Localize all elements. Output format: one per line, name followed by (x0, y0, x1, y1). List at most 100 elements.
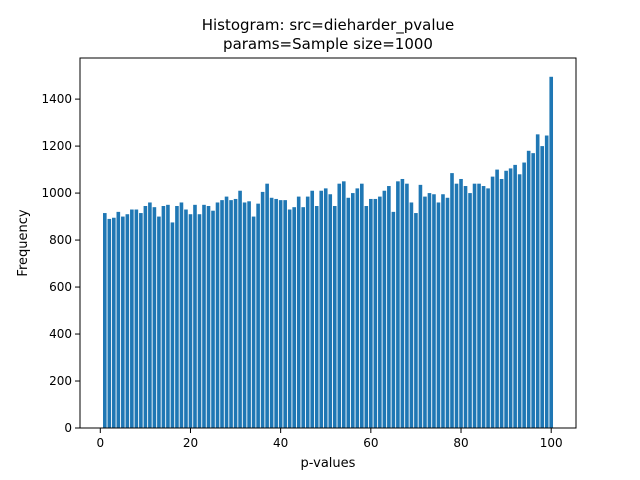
histogram-bar (184, 209, 188, 428)
plot-frame (79, 57, 577, 429)
histogram-bar (224, 196, 229, 428)
histogram-bar (238, 190, 242, 428)
histogram-bar (499, 178, 504, 428)
histogram-bar (197, 214, 202, 428)
histogram-bar (130, 209, 134, 428)
histogram-bar (522, 162, 526, 429)
histogram-bar (143, 206, 148, 428)
histogram-bar (296, 196, 301, 428)
histogram-bar (481, 186, 486, 428)
histogram-bar (148, 202, 152, 428)
histogram-bar (369, 198, 373, 428)
histogram-bar (373, 198, 378, 428)
chart-title-line2: params=Sample size=1000 (223, 35, 433, 53)
histogram-bar (206, 206, 211, 428)
x-tick-label: 80 (453, 436, 468, 450)
y-axis-ticks: 0 200 400 600 800 1000 1200 1400 (41, 92, 80, 435)
histogram-bar (310, 190, 315, 428)
histogram-bar (112, 217, 116, 428)
histogram-bar (202, 204, 206, 428)
histogram-bar (251, 216, 256, 428)
histogram-bar (116, 211, 121, 428)
bar-series (103, 76, 554, 429)
y-axis-label: Frequency (16, 209, 31, 276)
histogram-bar (215, 202, 220, 428)
histogram-bar (387, 186, 391, 428)
y-tick-label: 0 (64, 421, 72, 435)
histogram-bar (454, 183, 459, 428)
y-tick-label: 1400 (41, 92, 72, 106)
x-tick-label: 0 (96, 436, 104, 450)
histogram-bar (396, 181, 400, 428)
histogram-bar (139, 213, 143, 428)
histogram-bar (278, 200, 283, 428)
histogram-bar (418, 184, 423, 428)
histogram-bar (517, 174, 522, 428)
histogram-bar (274, 198, 278, 428)
histogram-bar (364, 206, 369, 428)
histogram-bar (103, 213, 107, 428)
histogram-bar (414, 213, 418, 428)
histogram-bar (161, 206, 166, 428)
x-tick-label: 20 (183, 436, 198, 450)
histogram-bar (229, 200, 233, 428)
histogram-bar (472, 183, 477, 428)
histogram-bar (188, 214, 193, 428)
x-tick-label: 60 (363, 436, 378, 450)
histogram-bar (535, 134, 540, 428)
histogram-bar (400, 178, 405, 428)
histogram-bar (157, 216, 161, 428)
histogram-bar (179, 202, 184, 428)
histogram-bar (445, 197, 450, 428)
histogram-bar (346, 197, 351, 428)
histogram-bar (319, 190, 324, 428)
histogram-bar (265, 183, 269, 428)
histogram-bar (211, 210, 215, 428)
histogram-bar (382, 190, 387, 428)
histogram-bar (355, 188, 360, 428)
histogram-bar (360, 183, 364, 428)
histogram-bar (391, 211, 396, 428)
histogram-bar (287, 209, 292, 428)
y-tick-label: 800 (49, 233, 72, 247)
histogram-bar (166, 204, 170, 428)
histogram-bar (441, 194, 445, 428)
histogram-bar (107, 218, 112, 428)
histogram-bar (292, 207, 296, 428)
histogram-bar (323, 188, 328, 428)
histogram-bar (220, 200, 224, 428)
histogram-bar (490, 176, 495, 428)
histogram-bar (508, 168, 513, 428)
histogram-bar (526, 150, 531, 429)
chart-title-line1: Histogram: src=dieharder_pvalue (202, 16, 455, 35)
histogram-bar (513, 164, 517, 428)
histogram-bar (459, 178, 463, 428)
histogram-bar (170, 222, 175, 428)
histogram-bar (305, 196, 310, 428)
histogram-bar (233, 198, 238, 428)
histogram-bar (301, 207, 306, 428)
histogram-bar (405, 183, 409, 428)
histogram-bar (531, 153, 535, 428)
histogram-bar (260, 191, 265, 428)
histogram-bar (544, 135, 549, 428)
y-tick-label: 600 (49, 280, 72, 294)
y-tick-label: 1200 (41, 139, 72, 153)
histogram-bar (337, 183, 342, 428)
histogram-bar (242, 202, 247, 428)
x-tick-label: 100 (540, 436, 563, 450)
histogram-bar (328, 194, 333, 428)
histogram-bar (351, 193, 355, 428)
histogram-bar (332, 206, 337, 428)
histogram-bar (427, 193, 432, 428)
histogram-bar (409, 202, 414, 428)
y-tick-label: 400 (49, 327, 72, 341)
histogram-bar (314, 206, 319, 428)
histogram-bar (121, 216, 125, 428)
x-tick-label: 40 (273, 436, 288, 450)
histogram-bar (423, 196, 427, 428)
histogram-bar (432, 194, 436, 428)
histogram-bar (436, 202, 441, 428)
histogram-bar (341, 181, 346, 428)
